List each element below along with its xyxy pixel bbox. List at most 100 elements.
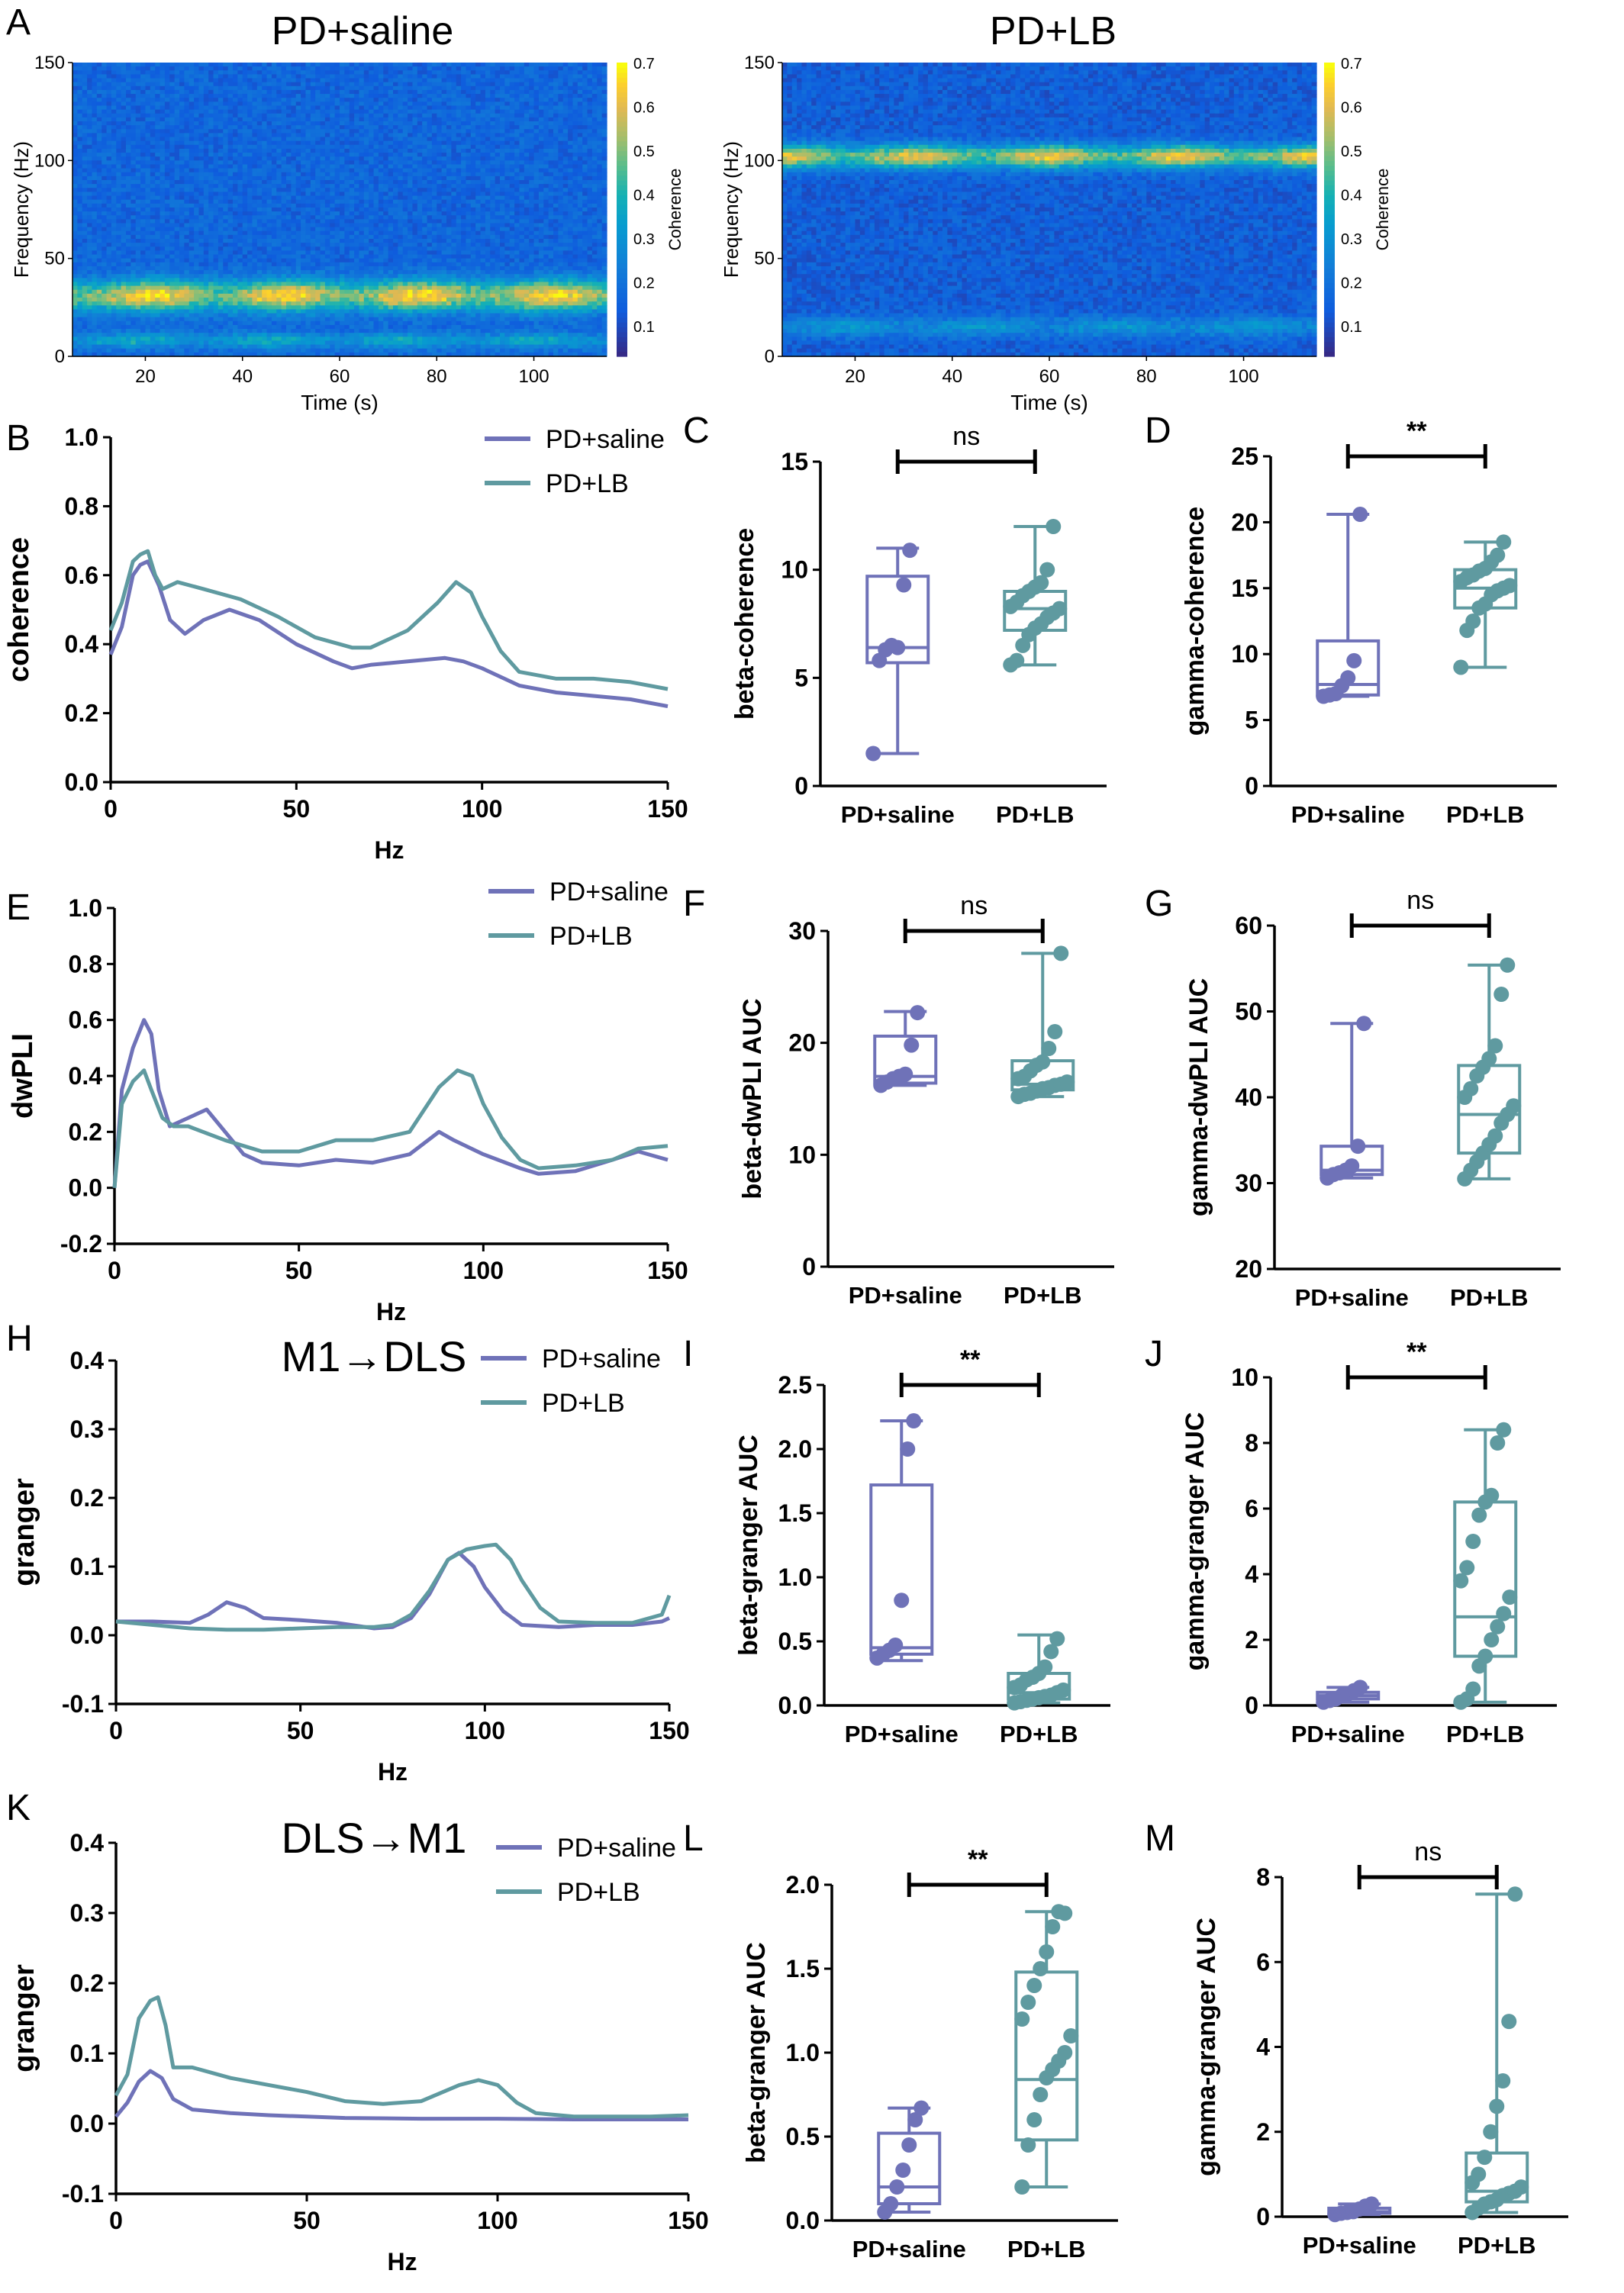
y-tick-label: 6 [1256, 1948, 1270, 1976]
data-point [1459, 1560, 1474, 1575]
colorbar-tick-label: 0.4 [1341, 187, 1362, 204]
data-point [1057, 2045, 1072, 2060]
y-tick-label: 20 [788, 1029, 816, 1057]
data-point [890, 640, 905, 655]
y-tick-label: 1.0 [778, 1564, 812, 1591]
significance-label: ns [1414, 1837, 1442, 1866]
data-point [1041, 1041, 1056, 1056]
x-tick-label: 0 [109, 2207, 123, 2234]
colorbar-tick-label: 0.5 [1341, 143, 1362, 160]
x-tick-label: 150 [668, 2207, 708, 2234]
x-tick-label: 60 [330, 366, 350, 387]
y-tick-label: 0.8 [65, 492, 98, 520]
category-label: PD+LB [1458, 2232, 1536, 2259]
y-tick-label: 10 [1231, 640, 1258, 668]
data-point [1059, 1074, 1075, 1090]
panel-letter: B [6, 418, 31, 459]
data-point [1465, 614, 1481, 629]
series-line-PD+saline [116, 1553, 669, 1628]
panel-letter: C [683, 411, 710, 451]
data-point [1047, 1024, 1062, 1039]
data-point [1477, 2150, 1492, 2165]
data-point [1502, 578, 1517, 593]
y-tick-label: 0.3 [70, 1415, 104, 1443]
y-tick-label: 0 [1245, 772, 1258, 800]
category-label: PD+saline [841, 801, 955, 828]
legend-label: PD+saline [549, 878, 669, 907]
y-tick-label: 0.0 [70, 2110, 104, 2137]
data-point [894, 1593, 909, 1608]
data-point [1496, 1606, 1511, 1622]
data-point [1049, 1631, 1065, 1647]
data-point [901, 2137, 917, 2153]
data-point [1490, 548, 1505, 563]
x-tick-label: 50 [293, 2207, 321, 2234]
y-tick-label: 0.6 [65, 562, 98, 589]
y-tick-label: 5 [794, 664, 808, 691]
category-label: PD+LB [1004, 1282, 1082, 1309]
category-label: PD+LB [1000, 1721, 1078, 1747]
y-axis-label: gamma-granger AUC [1192, 1918, 1221, 2176]
colorbar-label: Coherence [665, 169, 685, 251]
data-point [1039, 1944, 1054, 1960]
x-tick-label: 20 [845, 366, 865, 387]
data-point [1340, 670, 1355, 685]
colorbar-tick-label: 0.7 [633, 56, 655, 72]
y-tick-label: 2 [1245, 1626, 1258, 1654]
data-point [1506, 1098, 1521, 1113]
panel-letter: F [683, 884, 705, 924]
y-tick-label: 15 [1231, 575, 1258, 602]
panel-title: M1→DLS [282, 1332, 467, 1380]
y-tick-label: 4 [1256, 2034, 1270, 2061]
colorbar-tick-label: 0.2 [1341, 275, 1362, 291]
y-tick-label: 0.6 [69, 1006, 102, 1034]
data-point [1035, 1055, 1050, 1070]
y-tick-label: 50 [1235, 998, 1262, 1026]
significance-label: ns [1406, 886, 1434, 915]
data-point [1014, 2179, 1030, 2195]
y-tick-label: 30 [788, 917, 816, 945]
y-tick-label: 100 [744, 150, 775, 171]
series-line-PD+saline [116, 2071, 688, 2120]
colorbar-tick-label: 0.7 [1341, 56, 1362, 72]
category-label: PD+saline [1291, 1721, 1405, 1747]
significance-label: ns [952, 422, 980, 451]
y-tick-label: 2 [1256, 2118, 1270, 2146]
data-point [1477, 1649, 1493, 1664]
y-axis-label: granger [8, 1478, 40, 1586]
data-point [1484, 1488, 1499, 1503]
y-tick-label: 5 [1245, 707, 1258, 734]
data-point [1033, 1961, 1048, 1976]
y-tick-label: 0.4 [69, 1062, 103, 1090]
significance-label: ** [960, 1345, 981, 1374]
y-tick-label: 20 [1235, 1255, 1262, 1283]
data-point [1471, 2166, 1486, 2182]
y-tick-label: 0 [1245, 1692, 1258, 1719]
y-axis-label: beta-granger AUC [742, 1942, 771, 2163]
y-tick-label: 0.2 [65, 700, 98, 727]
y-tick-label: 0.0 [65, 768, 98, 796]
y-tick-label: 1.5 [778, 1499, 812, 1527]
y-axis-label: Frequency (Hz) [10, 141, 33, 278]
y-tick-label: 1.0 [65, 423, 98, 451]
y-tick-label: 1.5 [786, 1955, 820, 1982]
data-point [1063, 2028, 1078, 2043]
y-tick-label: 20 [1231, 508, 1258, 536]
data-point [1495, 2073, 1510, 2088]
heatmap-cells [782, 63, 1317, 357]
y-tick-label: 10 [781, 556, 808, 584]
y-tick-label: 0.4 [65, 630, 99, 658]
data-point [1014, 2011, 1030, 2027]
data-point [888, 1638, 903, 1653]
data-point [897, 1067, 913, 1082]
data-point [1490, 1435, 1505, 1451]
y-tick-label: 0.0 [778, 1692, 812, 1719]
x-tick-label: 0 [104, 795, 118, 823]
panel-letter: H [6, 1319, 33, 1359]
y-axis-label: gamma-granger AUC [1181, 1412, 1210, 1671]
figure-canvas: A PD+saline05010015020 40 60 80 100Time (s)Fr… [0, 0, 1624, 2293]
